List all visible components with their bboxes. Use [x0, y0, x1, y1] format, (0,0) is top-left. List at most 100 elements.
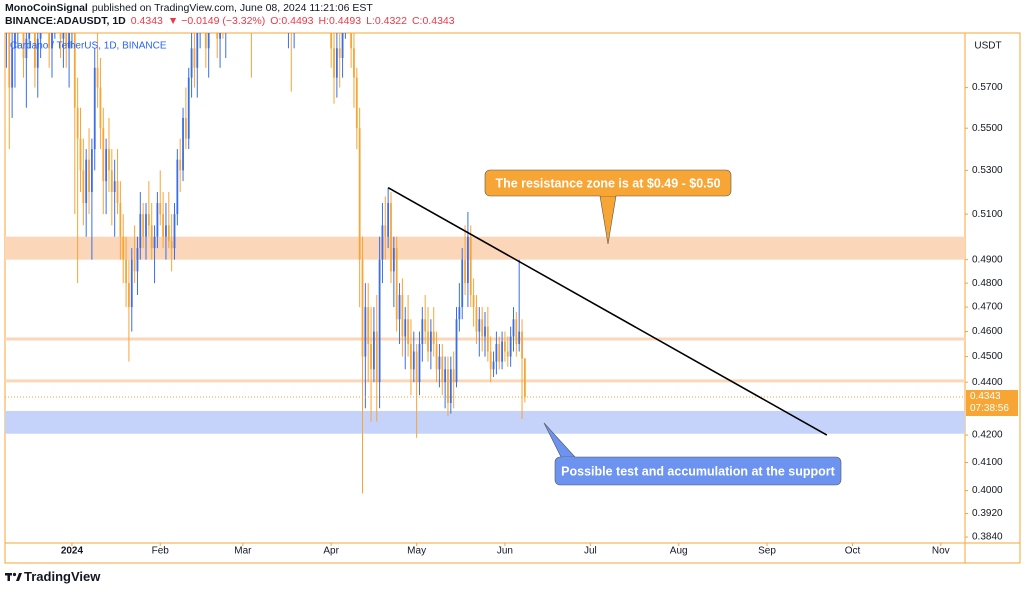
brand: TradingView: [24, 569, 101, 584]
chart-title: Cardano / TetherUS, 1D, BINANCE: [10, 41, 167, 52]
candle-body: [435, 343, 438, 370]
candle-body: [518, 331, 521, 344]
candle-body: [182, 117, 184, 171]
candle-body: [401, 295, 404, 337]
candle-body: [361, 259, 364, 357]
candle-body: [501, 341, 503, 362]
candle-body: [390, 203, 392, 272]
candle-body: [358, 128, 361, 260]
candle-body: [424, 319, 427, 332]
annotation-text: The resistance zone is at $0.49 - $0.50: [495, 176, 720, 190]
candle-body: [110, 170, 113, 193]
candle-body: [350, 33, 353, 49]
candle-body: [472, 295, 475, 308]
x-tick-label: Jun: [497, 546, 513, 557]
x-tick-label: Feb: [152, 546, 170, 557]
annotation-box: [554, 456, 842, 486]
candle-body: [486, 326, 489, 352]
candle-body: [179, 159, 182, 171]
x-tick-label: Mar: [234, 546, 252, 557]
candle-body: [36, 38, 39, 68]
y-tick-label: 0.4900: [972, 254, 1003, 265]
candle-body: [167, 225, 170, 242]
candle-body: [153, 236, 156, 249]
candle-body: [105, 149, 108, 182]
candle-body: [438, 356, 441, 370]
candle-body: [495, 343, 498, 362]
ohlc: H:0.4493: [318, 15, 361, 27]
candle-body: [176, 159, 179, 215]
candle-body: [85, 159, 88, 204]
candle-body: [79, 138, 82, 171]
candle-body: [398, 295, 401, 320]
candle-body: [136, 248, 139, 272]
y-tick-label: 0.5300: [972, 165, 1003, 176]
countdown: 07:38:56: [970, 403, 1009, 414]
candle-body: [184, 117, 187, 139]
published: published on TradingView.com, June 08, 2…: [92, 2, 374, 14]
candle-body: [395, 248, 398, 320]
last: 0.4343: [131, 15, 163, 27]
candle-body: [407, 319, 409, 344]
candle-body: [14, 33, 16, 49]
candle-body: [509, 336, 512, 357]
candle-body: [475, 307, 478, 332]
candle-body: [162, 214, 165, 237]
candle-body: [65, 33, 68, 49]
y-tick-label: 0.3840: [972, 532, 1003, 543]
candle-body: [73, 33, 76, 108]
candle-body: [119, 203, 122, 237]
candle-body: [338, 48, 341, 59]
candle-body: [133, 259, 136, 272]
y-tick-label: 0.5100: [972, 209, 1003, 220]
x-tick-label: Jul: [584, 546, 597, 557]
overlay: The resistance zone is at $0.49 - $0.50 P…: [387, 169, 842, 486]
candle-body: [68, 33, 70, 49]
x-tick-label: 2024: [61, 546, 84, 557]
candle-body: [147, 214, 150, 226]
zone: [5, 410, 965, 434]
candle-body: [392, 248, 395, 272]
candle-body: [447, 369, 449, 404]
candle-body: [418, 343, 421, 383]
candle-body: [461, 259, 464, 308]
candle-body: [88, 159, 90, 193]
y-tick-label: 0.4000: [972, 485, 1003, 496]
annotation: Possible test and accumulation at the su…: [543, 422, 842, 486]
candle-body: [381, 225, 384, 260]
candle-body: [512, 319, 515, 337]
candle-body: [62, 33, 65, 39]
candle-body: [333, 48, 335, 78]
candle-body: [102, 128, 105, 182]
candle-body: [427, 331, 429, 352]
candle-body: [142, 214, 145, 237]
candle-body: [353, 48, 355, 78]
candle-body: [90, 149, 93, 193]
candle-body: [387, 203, 390, 237]
candle-body: [330, 33, 333, 49]
candle-body: [28, 33, 31, 39]
y-tick-label: 0.5500: [972, 123, 1003, 134]
candle-body: [498, 343, 501, 362]
candle-body: [367, 307, 370, 344]
candle-body: [481, 319, 484, 337]
candle-body: [145, 214, 147, 237]
candle-body: [125, 259, 127, 284]
y-tick-label: 0.4400: [972, 377, 1003, 388]
candle-body: [113, 181, 116, 193]
ohlc: O:0.4493: [270, 15, 313, 27]
candle-body: [449, 369, 452, 404]
candle-body: [375, 331, 378, 383]
zone: [5, 236, 965, 260]
plot-area: [5, 33, 965, 494]
candle-body: [412, 351, 415, 370]
x-tick-label: Apr: [323, 546, 339, 557]
candle-body: [34, 33, 36, 68]
candle-body: [478, 319, 481, 332]
candle-body: [96, 67, 99, 88]
candle-body: [441, 356, 444, 383]
logo-mark: [16, 573, 22, 581]
candle-body: [116, 181, 119, 204]
candle-body: [204, 33, 207, 49]
candle-body: [429, 331, 432, 352]
